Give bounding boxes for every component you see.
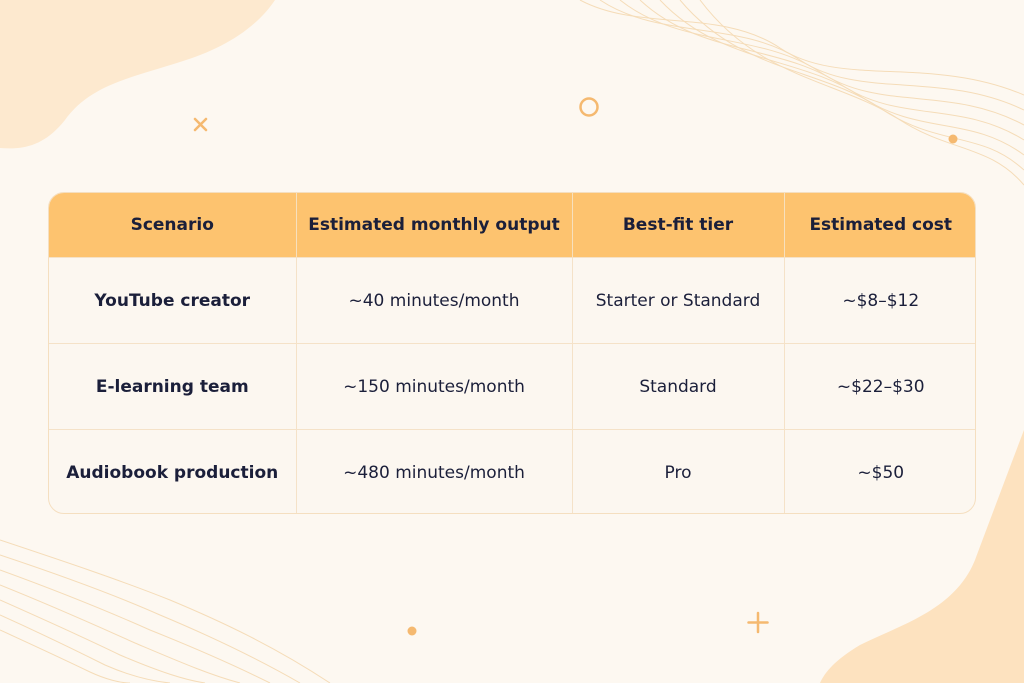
scenario-cell: E-learning team	[49, 343, 297, 430]
column-header-best-fit-tier: Best-fit tier	[572, 193, 785, 258]
estimated-cost-cell: ~$22–$30	[784, 343, 975, 430]
monthly-output-cell: ~150 minutes/month	[296, 343, 573, 430]
best-fit-tier-cell: Starter or Standard	[572, 257, 785, 344]
table-row: Audiobook production ~480 minutes/month …	[49, 429, 975, 513]
table-row: YouTube creator ~40 minutes/month Starte…	[49, 257, 975, 344]
monthly-output-cell: ~40 minutes/month	[296, 257, 573, 344]
best-fit-tier-cell: Standard	[572, 343, 785, 430]
column-header-monthly-output: Estimated monthly output	[296, 193, 573, 258]
pricing-table-card: Scenario Estimated monthly output Best-f…	[48, 192, 976, 514]
wave-lines-top-right	[579, 0, 1024, 186]
column-header-scenario: Scenario	[49, 193, 297, 258]
wave-lines-bottom-left	[0, 539, 331, 683]
estimated-cost-cell: ~$50	[784, 429, 975, 513]
scenario-cell: Audiobook production	[49, 429, 297, 513]
circle-outline	[579, 97, 599, 117]
cross-mark	[193, 117, 208, 132]
blob-bottom-right	[820, 430, 1024, 683]
dot	[407, 626, 417, 636]
dot	[948, 134, 958, 144]
scenario-cell: YouTube creator	[49, 257, 297, 344]
monthly-output-cell: ~480 minutes/month	[296, 429, 573, 513]
best-fit-tier-cell: Pro	[572, 429, 785, 513]
estimated-cost-cell: ~$8–$12	[784, 257, 975, 344]
pricing-table: Scenario Estimated monthly output Best-f…	[49, 193, 975, 513]
column-header-estimated-cost: Estimated cost	[784, 193, 975, 258]
plus-mark	[747, 611, 769, 634]
table-header-row: Scenario Estimated monthly output Best-f…	[49, 193, 975, 258]
blob-top-left	[0, 0, 275, 149]
table-row: E-learning team ~150 minutes/month Stand…	[49, 343, 975, 430]
